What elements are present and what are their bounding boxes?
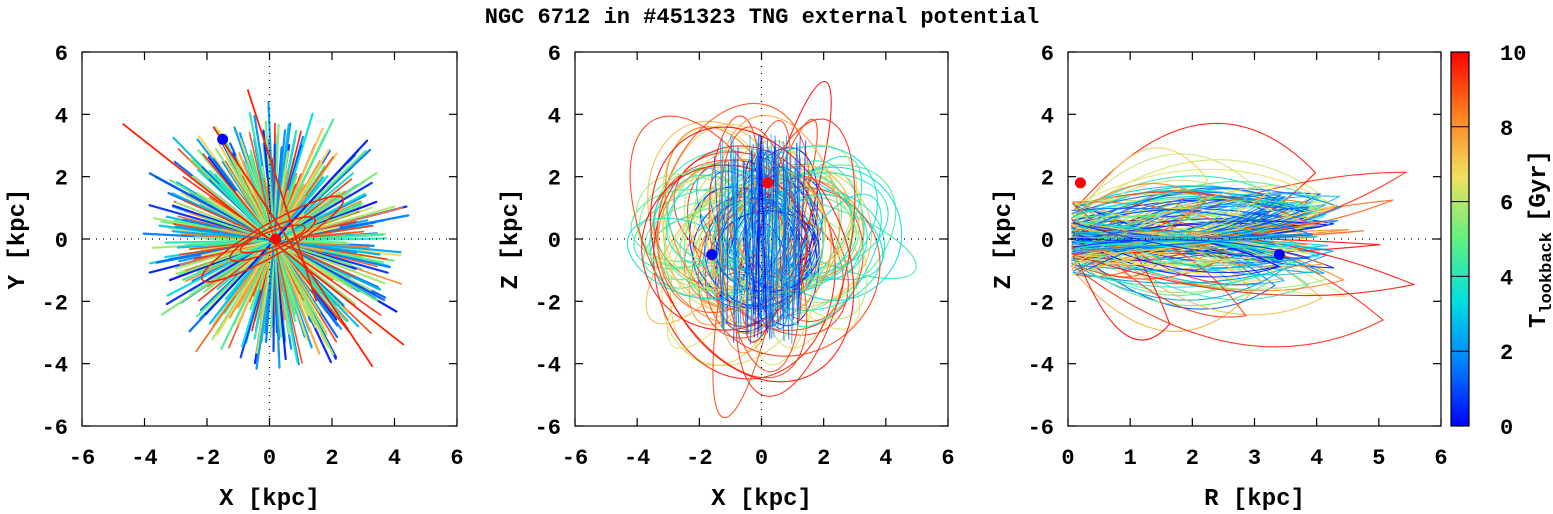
end-point-marker <box>1074 177 1086 189</box>
x-tick-label: 1 <box>1124 446 1137 471</box>
x-tick-label: -6 <box>69 446 95 471</box>
panel-xy: -6 -4 -2 0 2 4 6 -6 -4 -2 0 2 4 6 X [kpc] Y [kpc] <box>5 42 464 513</box>
orbit-traces <box>122 89 410 370</box>
y-axis-label: Z [kpc] <box>991 189 1018 290</box>
y-tick-label: 6 <box>548 42 561 67</box>
y-tick-label: -6 <box>535 416 561 441</box>
orbit-traces <box>1070 122 1416 348</box>
colorbar-tick-label: 0 <box>1500 416 1513 441</box>
x-tick-label: 6 <box>1434 446 1447 471</box>
colorbar-gradient <box>1450 51 1470 427</box>
y-tick-label: 4 <box>55 104 68 129</box>
x-tick-label: 0 <box>263 446 276 471</box>
x-axis-label: R [kpc] <box>1204 486 1305 513</box>
y-tick-label: -4 <box>1028 354 1054 379</box>
colorbar-label: Tlookback[Gyr] <box>1526 150 1553 328</box>
y-tick-label: -6 <box>42 416 68 441</box>
end-point-marker <box>762 177 774 189</box>
y-axis-label: Y [kpc] <box>5 189 32 290</box>
x-axis-ticks: -6 -4 -2 0 2 4 6 <box>562 52 955 471</box>
x-tick-label: 5 <box>1372 446 1385 471</box>
y-tick-label: 0 <box>55 229 68 254</box>
start-point-marker <box>1273 249 1285 261</box>
y-axis-ticks: -6 -4 -2 0 2 4 6 <box>42 42 457 441</box>
x-tick-label: 2 <box>325 446 338 471</box>
panels: -6 -4 -2 0 2 4 6 -6 -4 -2 0 2 4 6 X [kpc] Y [kpc] -6 -4 -2… <box>5 42 1448 513</box>
y-tick-label: -4 <box>42 354 68 379</box>
panel-rz: 0 1 2 3 4 5 6 -6 -4 -2 0 2 4 6 R [kpc] Z [kpc] <box>991 42 1448 513</box>
x-axis-ticks: 0 1 2 3 4 5 6 <box>1061 52 1448 471</box>
x-tick-label: -4 <box>624 446 650 471</box>
panel-xz: -6 -4 -2 0 2 4 6 -6 -4 -2 0 2 4 6 X [kpc] Z [kpc] <box>498 42 955 513</box>
y-tick-label: 0 <box>548 229 561 254</box>
colorbar-tick-label: 10 <box>1500 42 1526 67</box>
x-tick-label: 2 <box>817 446 830 471</box>
colorbar-tick-label: 2 <box>1500 341 1513 366</box>
y-tick-label: -2 <box>535 291 561 316</box>
chart-title: NGC 6712 in #451323 TNG external potenti… <box>485 5 1040 30</box>
y-tick-label: 6 <box>1041 42 1054 67</box>
orbit-traces <box>626 80 917 419</box>
y-tick-label: -4 <box>535 354 561 379</box>
y-axis-ticks: -6 -4 -2 0 2 4 6 <box>535 42 948 441</box>
colorbar-tick-label: 6 <box>1500 192 1513 217</box>
y-tick-label: 4 <box>1041 104 1054 129</box>
y-tick-label: -2 <box>42 291 68 316</box>
x-tick-label: 0 <box>755 446 768 471</box>
x-tick-label: 0 <box>1061 446 1074 471</box>
x-tick-label: -2 <box>194 446 220 471</box>
x-tick-label: 4 <box>1310 446 1323 471</box>
x-tick-label: 4 <box>388 446 401 471</box>
start-point-marker <box>706 249 718 261</box>
x-tick-label: 3 <box>1248 446 1261 471</box>
y-tick-label: 4 <box>548 104 561 129</box>
x-tick-label: -6 <box>562 446 588 471</box>
colorbar-tick-label: 4 <box>1500 266 1513 291</box>
y-axis-ticks: -6 -4 -2 0 2 4 6 <box>1028 42 1441 441</box>
y-tick-label: 2 <box>548 167 561 192</box>
x-axis-label: X [kpc] <box>711 486 812 513</box>
x-axis-label: X [kpc] <box>219 486 320 513</box>
x-tick-label: 2 <box>1186 446 1199 471</box>
y-tick-label: -2 <box>1028 291 1054 316</box>
y-tick-label: 6 <box>55 42 68 67</box>
y-tick-label: 0 <box>1041 229 1054 254</box>
start-point-marker <box>217 133 229 145</box>
y-tick-label: 2 <box>1041 167 1054 192</box>
colorbar-tick-label: 8 <box>1500 117 1513 142</box>
x-tick-label: 6 <box>941 446 954 471</box>
x-tick-label: -4 <box>131 446 157 471</box>
y-tick-label: 2 <box>55 167 68 192</box>
end-point-marker <box>270 233 282 245</box>
x-tick-label: 6 <box>450 446 463 471</box>
colorbar: 0 2 4 6 8 10 Tlookback[Gyr] <box>1450 42 1553 441</box>
x-axis-ticks: -6 -4 -2 0 2 4 6 <box>69 52 464 471</box>
x-tick-label: 4 <box>879 446 892 471</box>
y-tick-label: -6 <box>1028 416 1054 441</box>
x-tick-label: -2 <box>686 446 712 471</box>
y-axis-label: Z [kpc] <box>498 189 525 290</box>
